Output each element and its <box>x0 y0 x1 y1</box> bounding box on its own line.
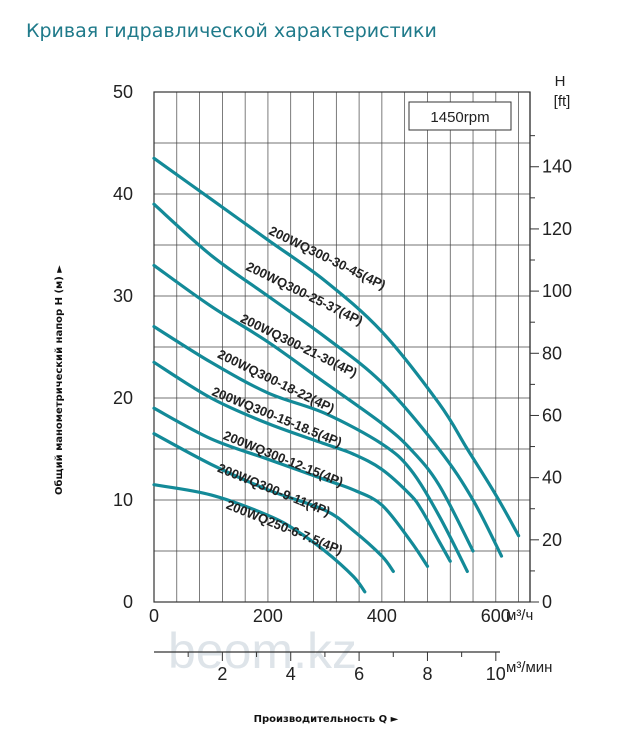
x-unit-top: м³/ч <box>506 607 533 624</box>
x-unit-bottom: м³/мин <box>506 659 552 676</box>
series-line <box>152 202 504 558</box>
y-axis-ticks: 0 10 20 30 40 50 <box>113 82 133 612</box>
x-tick-label: 0 <box>149 606 159 626</box>
x-tick-label: 600 <box>481 606 511 626</box>
series-line <box>152 325 469 573</box>
y-tick-label: 0 <box>123 592 133 612</box>
x-axis-title: Производительность Q ► <box>254 714 399 725</box>
x2-axis-ticks: 2 4 6 8 10 <box>154 651 506 684</box>
series-line <box>152 360 452 563</box>
y-tick-label: 50 <box>113 82 133 102</box>
y-axis-title: Общий манометрический напор H (м) ► <box>53 265 65 495</box>
y-tick-label: 30 <box>113 286 133 306</box>
curves-group <box>152 156 521 594</box>
series-line <box>152 483 367 594</box>
x2-tick-label: 10 <box>486 664 506 684</box>
y-tick-label: 40 <box>113 184 133 204</box>
y2-tick-label: 40 <box>542 468 562 488</box>
x-tick-label: 200 <box>253 606 283 626</box>
series-line <box>152 156 521 538</box>
y2-unit-line1: H <box>555 73 566 90</box>
y-tick-label: 10 <box>113 490 133 510</box>
watermark: beom.kz <box>168 623 357 679</box>
y2-tick-label: 60 <box>542 405 562 425</box>
x2-tick-label: 2 <box>217 664 227 684</box>
series-line <box>152 406 430 568</box>
y2-tick-label: 140 <box>542 157 572 177</box>
x2-tick-label: 6 <box>354 664 364 684</box>
y2-tick-label: 80 <box>542 343 562 363</box>
y2-tick-label: 20 <box>542 530 562 550</box>
x-axis-ticks: 0 200 400 600 <box>149 606 511 626</box>
x2-tick-label: 8 <box>422 664 432 684</box>
series-line <box>152 263 475 553</box>
y2-axis-ticks: 0 20 40 60 80 100 120 140 <box>530 135 572 612</box>
y2-unit-line2: [ft] <box>554 93 571 110</box>
chart-grid <box>154 91 530 603</box>
x2-tick-label: 4 <box>286 664 296 684</box>
y2-tick-label: 120 <box>542 219 572 239</box>
y-tick-label: 20 <box>113 388 133 408</box>
rpm-box <box>408 101 512 131</box>
series-line <box>152 432 395 573</box>
x-tick-label: 400 <box>367 606 397 626</box>
y2-tick-label: 0 <box>542 592 552 612</box>
y2-tick-label: 100 <box>542 281 572 301</box>
rpm-label: 1450rpm <box>430 109 489 126</box>
page-title: Кривая гидравлической характеристики <box>26 20 437 42</box>
